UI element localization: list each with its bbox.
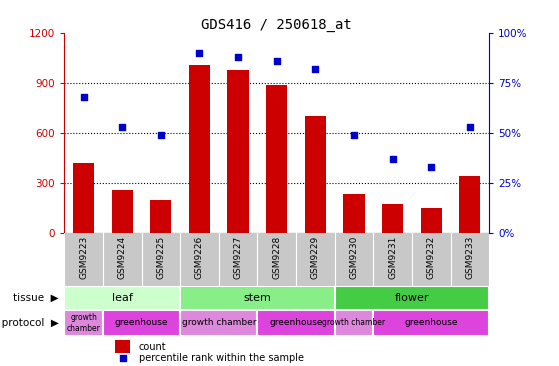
Text: GSM9224: GSM9224 xyxy=(118,236,127,279)
Bar xyxy=(305,116,326,233)
Point xyxy=(465,124,474,130)
Bar xyxy=(112,190,133,233)
Point xyxy=(157,132,165,138)
Bar xyxy=(180,310,257,336)
Text: stem: stem xyxy=(244,293,271,303)
Bar xyxy=(257,310,335,336)
Bar xyxy=(335,310,373,336)
Title: GDS416 / 250618_at: GDS416 / 250618_at xyxy=(201,18,352,32)
Text: percentile rank within the sample: percentile rank within the sample xyxy=(139,354,304,363)
Bar xyxy=(343,194,364,233)
Text: count: count xyxy=(139,341,166,352)
Bar xyxy=(459,176,480,233)
Text: tissue  ▶: tissue ▶ xyxy=(13,293,59,303)
Text: GSM9229: GSM9229 xyxy=(311,236,320,279)
Text: GSM9226: GSM9226 xyxy=(195,236,204,279)
Point xyxy=(79,94,88,100)
Bar xyxy=(64,286,180,310)
Bar xyxy=(189,65,210,233)
Bar xyxy=(373,310,489,336)
Text: growth chamber: growth chamber xyxy=(323,318,386,328)
Point xyxy=(119,355,127,361)
Bar xyxy=(266,85,287,233)
Bar xyxy=(420,208,442,233)
Text: growth protocol  ▶: growth protocol ▶ xyxy=(0,318,59,328)
Point xyxy=(118,124,127,130)
Text: growth
chamber: growth chamber xyxy=(67,313,101,333)
Point xyxy=(311,66,320,72)
Bar xyxy=(150,201,172,233)
Bar xyxy=(64,310,103,336)
Text: GSM9225: GSM9225 xyxy=(157,236,165,279)
Bar xyxy=(228,70,249,233)
Point xyxy=(234,54,243,60)
Text: GSM9233: GSM9233 xyxy=(465,236,475,279)
Text: greenhouse: greenhouse xyxy=(115,318,168,328)
Bar xyxy=(115,340,130,353)
Point xyxy=(195,50,204,56)
Text: greenhouse: greenhouse xyxy=(269,318,323,328)
Point xyxy=(272,58,281,64)
Text: GSM9232: GSM9232 xyxy=(427,236,435,279)
Text: GSM9231: GSM9231 xyxy=(388,236,397,279)
Bar xyxy=(335,286,489,310)
Text: leaf: leaf xyxy=(112,293,132,303)
Text: greenhouse: greenhouse xyxy=(405,318,458,328)
Text: GSM9227: GSM9227 xyxy=(234,236,243,279)
Text: GSM9230: GSM9230 xyxy=(349,236,358,279)
Text: growth chamber: growth chamber xyxy=(182,318,256,328)
Point xyxy=(427,164,435,170)
Bar xyxy=(180,286,335,310)
Bar xyxy=(103,310,180,336)
Point xyxy=(349,132,358,138)
Text: GSM9228: GSM9228 xyxy=(272,236,281,279)
Point xyxy=(388,156,397,162)
Text: GSM9223: GSM9223 xyxy=(79,236,88,279)
Bar xyxy=(73,163,94,233)
Bar xyxy=(382,204,403,233)
Text: flower: flower xyxy=(395,293,429,303)
